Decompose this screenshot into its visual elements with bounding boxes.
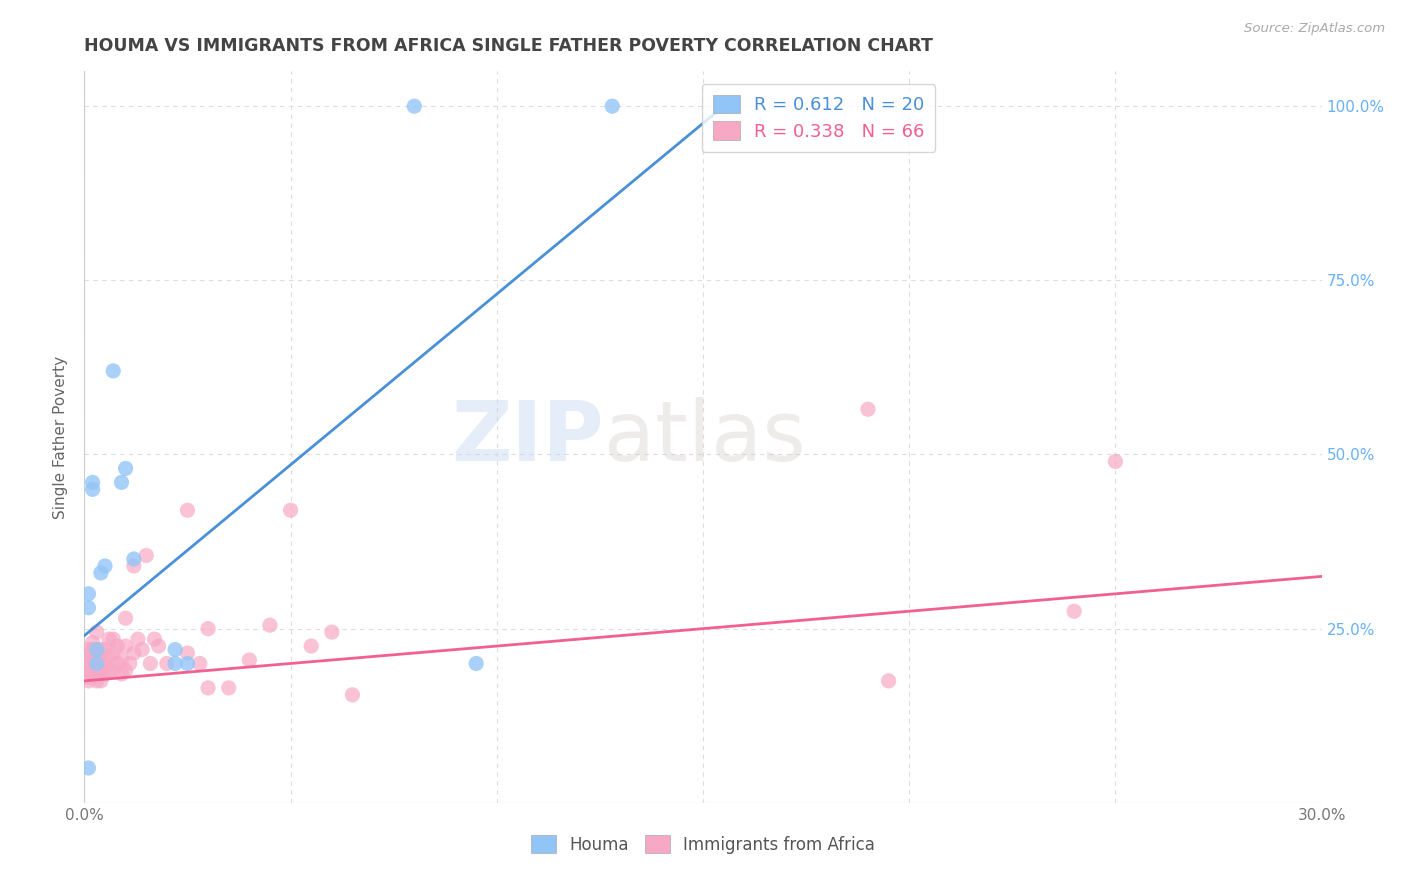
Point [122, 552, 145, 566]
Point [114, 611, 136, 625]
Point [77, 673, 100, 688]
Point [77, 761, 100, 775]
Point [122, 646, 145, 660]
Point [105, 657, 128, 671]
Point [114, 461, 136, 475]
Point [77, 657, 100, 671]
Point [82, 475, 104, 490]
Point [103, 646, 125, 660]
Point [131, 642, 153, 657]
Point [122, 558, 145, 573]
Point [94, 657, 117, 671]
Point [82, 664, 104, 678]
Point [90, 566, 112, 580]
Point [176, 646, 198, 660]
Text: Source: ZipAtlas.com: Source: ZipAtlas.com [1244, 22, 1385, 36]
Point [321, 625, 343, 640]
Point [299, 639, 322, 653]
Point [86, 673, 108, 688]
Point [856, 402, 879, 417]
Point [176, 503, 198, 517]
Point [188, 657, 211, 671]
Point [98, 664, 121, 678]
Point [86, 664, 108, 678]
Point [143, 632, 166, 646]
Text: HOUMA VS IMMIGRANTS FROM AFRICA SINGLE FATHER POVERTY CORRELATION CHART: HOUMA VS IMMIGRANTS FROM AFRICA SINGLE F… [84, 37, 934, 54]
Point [197, 622, 219, 636]
Point [82, 635, 104, 649]
Point [90, 664, 112, 678]
Point [82, 649, 104, 664]
Point [110, 475, 132, 490]
Point [110, 667, 132, 681]
Point [86, 642, 108, 657]
Point [103, 364, 125, 378]
Text: atlas: atlas [605, 397, 806, 477]
Point [86, 657, 108, 671]
Point [139, 657, 162, 671]
Text: ZIP: ZIP [451, 397, 605, 477]
Point [94, 558, 117, 573]
Point [197, 681, 219, 695]
Point [148, 639, 170, 653]
Point [165, 657, 187, 671]
Point [77, 587, 100, 601]
Point [238, 653, 260, 667]
Point [105, 639, 128, 653]
Point [98, 649, 121, 664]
Point [86, 657, 108, 671]
Point [82, 642, 104, 657]
Point [465, 657, 488, 671]
Point [77, 600, 100, 615]
Y-axis label: Single Father Poverty: Single Father Poverty [53, 356, 69, 518]
Point [82, 646, 104, 660]
Point [77, 649, 100, 664]
Point [1063, 604, 1085, 618]
Legend: Houma, Immigrants from Africa: Houma, Immigrants from Africa [524, 829, 882, 860]
Point [114, 639, 136, 653]
Point [82, 667, 104, 681]
Point [156, 657, 179, 671]
Point [82, 657, 104, 671]
Point [176, 657, 198, 671]
Point [82, 483, 104, 497]
Point [103, 632, 125, 646]
Point [165, 642, 187, 657]
Point [90, 673, 112, 688]
Point [77, 670, 100, 684]
Point [877, 673, 900, 688]
Point [600, 99, 623, 113]
Point [110, 653, 132, 667]
Point [404, 99, 426, 113]
Point [90, 657, 112, 671]
Point [1104, 454, 1126, 468]
Point [103, 664, 125, 678]
Point [86, 667, 108, 681]
Point [118, 657, 141, 671]
Point [94, 642, 117, 657]
Point [713, 99, 735, 113]
Point [127, 632, 149, 646]
Point [86, 625, 108, 640]
Point [218, 681, 240, 695]
Point [259, 618, 281, 632]
Point [342, 688, 364, 702]
Point [77, 664, 100, 678]
Point [280, 503, 302, 517]
Point [86, 642, 108, 657]
Point [114, 664, 136, 678]
Point [135, 549, 157, 563]
Point [94, 667, 117, 681]
Point [98, 632, 121, 646]
Point [77, 642, 100, 657]
Point [90, 667, 112, 681]
Point [90, 642, 112, 657]
